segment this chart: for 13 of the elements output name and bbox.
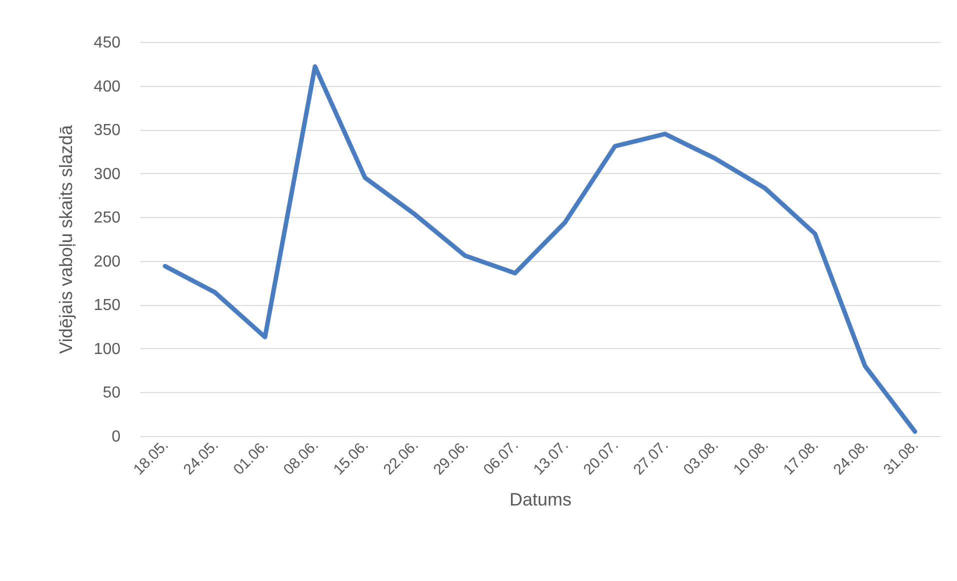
x-axis-title: Datums xyxy=(509,490,572,510)
y-tick-label: 50 xyxy=(102,384,121,402)
y-tick-label: 300 xyxy=(94,166,121,183)
y-tick-label: 350 xyxy=(94,122,121,140)
y-tick-label: 100 xyxy=(94,340,121,358)
y-axis-title: Vidējais vaboļu skaits slazdā xyxy=(56,124,76,354)
y-tick-label: 200 xyxy=(94,253,121,270)
y-tick-label: 400 xyxy=(94,78,121,96)
y-tick-label: 0 xyxy=(112,428,121,446)
y-tick-label: 250 xyxy=(94,210,121,227)
y-tick-label: 150 xyxy=(94,297,121,314)
y-tick-label: 450 xyxy=(94,34,121,52)
line-series xyxy=(162,64,918,434)
